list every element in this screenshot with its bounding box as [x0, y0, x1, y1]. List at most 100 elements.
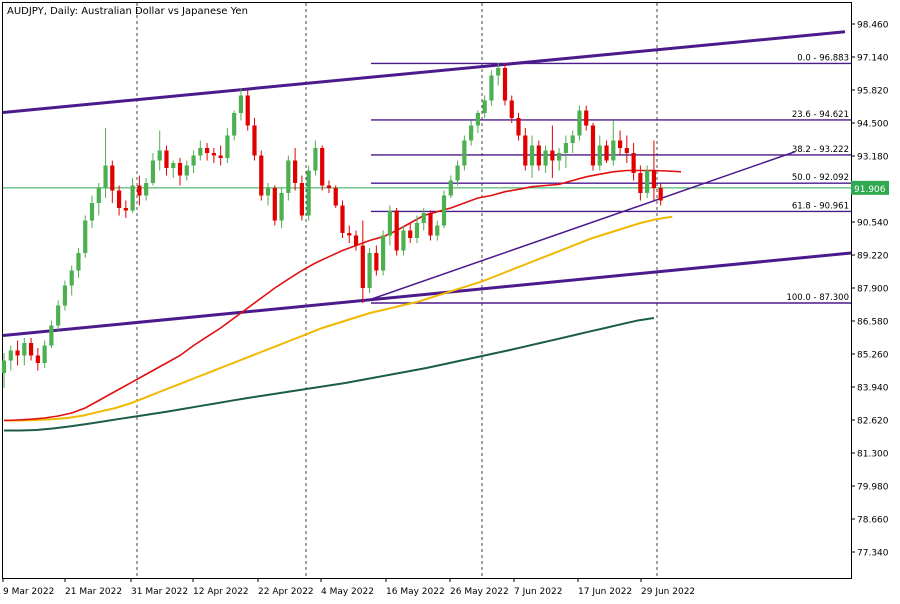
candle-body [1, 360, 7, 373]
candle-body [35, 355, 40, 363]
chart-title: AUDJPY, Daily: Australian Dollar vs Japa… [7, 6, 248, 17]
fib-label-4: 61.8 - 90.961 [792, 201, 849, 211]
candle-body [401, 230, 406, 251]
candle-body [22, 343, 27, 356]
x-tick-label-6: 16 May 2022 [386, 587, 445, 597]
candle-body [83, 220, 88, 253]
candle [259, 150, 264, 201]
candle-body [645, 170, 650, 193]
candle [408, 223, 413, 243]
candle-body [272, 188, 277, 221]
candle [252, 118, 257, 161]
candle-body [333, 188, 338, 206]
candle-body [414, 223, 420, 238]
candle-body [584, 110, 589, 126]
candle [218, 145, 223, 166]
candle-body [62, 285, 68, 306]
candle-body [387, 210, 392, 236]
current-price-box [851, 180, 889, 195]
x-tick-label-9: 17 Jun 2022 [578, 587, 632, 597]
candle [529, 135, 535, 178]
trendline-layer [2, 30, 852, 337]
candle-body [232, 113, 237, 136]
candle-body [42, 345, 47, 363]
candle [523, 128, 528, 171]
candle [157, 130, 162, 171]
candle [381, 230, 386, 276]
candle [238, 88, 244, 121]
candle-body [299, 183, 304, 216]
candle [83, 215, 88, 258]
candle [76, 248, 81, 278]
x-tick-label-3: 12 Apr 2022 [193, 587, 249, 597]
candle-body [374, 253, 379, 271]
candle [191, 150, 196, 173]
candle-body [469, 125, 474, 141]
candle [550, 125, 555, 178]
candle [15, 340, 20, 366]
candle-body [15, 350, 20, 356]
candle [597, 135, 602, 171]
candle [401, 225, 406, 256]
candle-body [604, 145, 609, 161]
candle [496, 63, 501, 86]
candle-body [421, 213, 426, 223]
candle-body [313, 148, 318, 171]
candle-body [394, 210, 399, 251]
candle [56, 300, 61, 331]
candle [590, 123, 596, 171]
y-tick-label-12: 82.620 [857, 417, 889, 427]
candle-body [550, 150, 555, 161]
candle [584, 105, 589, 131]
candle [1, 353, 7, 388]
lower-channel-line [2, 251, 852, 337]
candle [265, 183, 271, 206]
candle [286, 155, 291, 201]
candle [651, 140, 657, 201]
candle [8, 345, 13, 371]
candle [563, 135, 569, 168]
candle [35, 348, 40, 371]
fib-label-5: 100.0 - 87.300 [786, 293, 849, 303]
candle [448, 175, 453, 198]
candle-body [381, 235, 386, 271]
candle [306, 165, 311, 221]
candle-body [611, 140, 616, 161]
candle [96, 183, 101, 216]
candle-body [28, 343, 34, 356]
candle-body [536, 145, 541, 166]
candle-body [245, 95, 250, 126]
candle [144, 178, 149, 201]
candle [516, 113, 521, 141]
candle [645, 165, 650, 198]
candle-body [658, 188, 663, 201]
x-tick-label-7: 26 May 2022 [450, 587, 509, 597]
candle [367, 248, 372, 293]
candle-body [496, 68, 501, 76]
candle-body [116, 190, 122, 208]
candle-body [49, 325, 54, 346]
candle [353, 230, 359, 251]
candle-body [326, 185, 332, 188]
y-tick-label-1: 97.140 [857, 54, 889, 64]
y-tick-label-0: 98.460 [857, 21, 889, 31]
candle [435, 220, 440, 241]
candle [394, 208, 399, 256]
candle-body [347, 233, 352, 236]
candle-body [597, 145, 602, 166]
candle [658, 183, 663, 206]
candle [414, 215, 420, 243]
x-tick-label-2: 31 Mar 2022 [131, 587, 188, 597]
candle-body [191, 155, 196, 166]
candle-body [340, 205, 345, 233]
candle-body [286, 160, 291, 193]
plot-border [2, 2, 852, 579]
y-tick-label-9: 86.580 [857, 318, 889, 328]
candle-body [198, 148, 203, 156]
x-tick-label-10: 29 Jun 2022 [641, 587, 695, 597]
candle [211, 148, 216, 163]
candles-layer [1, 63, 663, 388]
y-tick-label-15: 78.660 [857, 516, 889, 526]
candle-body [205, 148, 210, 153]
candle [462, 135, 467, 171]
